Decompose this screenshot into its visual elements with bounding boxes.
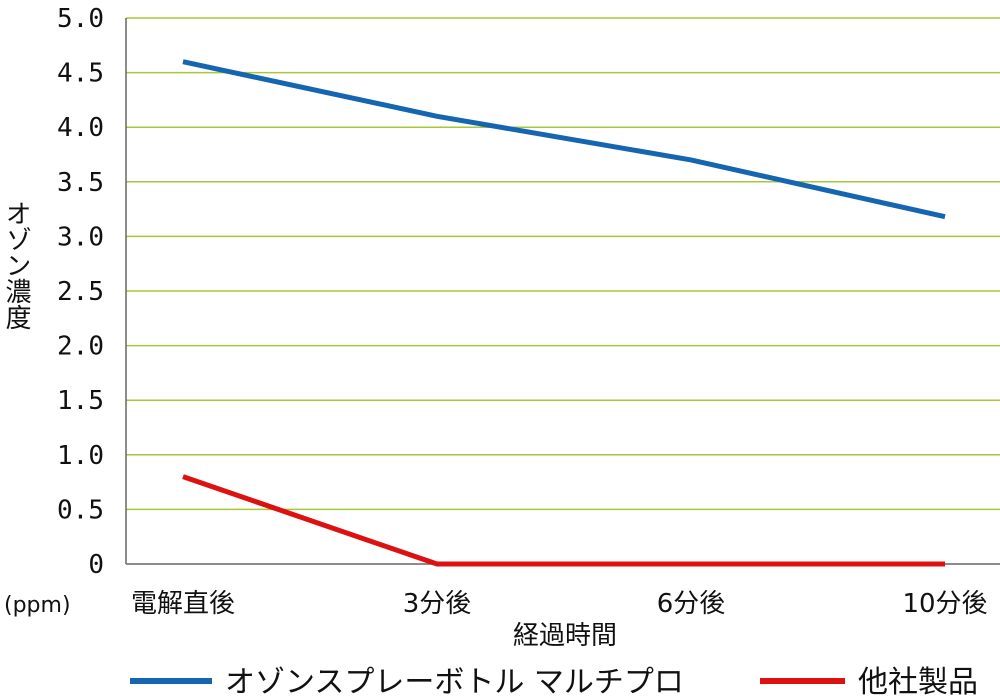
y-unit-label: (ppm) [4,593,71,618]
x-axis-title: 経過時間 [513,621,617,651]
y-tick-label: 3.5 [57,168,104,198]
y-tick-label: 0 [88,550,104,580]
y-tick-label: 0.5 [57,495,104,525]
grid-lines [126,17,1000,511]
legend-label-multipro: オゾンスプレーボトル マルチプロ [225,665,684,697]
x-category-label: 3分後 [403,589,472,619]
x-category-label: 6分後 [657,589,726,619]
y-tick-label: 5.0 [57,4,104,34]
legend-label-other: 他社製品 [858,665,978,697]
y-axis-title: オゾン濃度 [1,200,31,330]
x-category-label: 電解直後 [131,589,235,619]
x-category-label: 10分後 [902,589,987,619]
series-line-multipro [182,59,946,220]
series-lines [182,59,946,567]
y-tick-label: 1.5 [57,386,104,416]
y-tick-label: 4.5 [57,59,104,89]
series-line-other [182,474,945,567]
y-tick-label: 4.0 [57,113,104,143]
y-tick-labels: 0 0.5 1.0 1.5 2.0 2.5 3.0 3.5 4.0 4.5 5.0 [57,4,104,580]
y-tick-label: 2.5 [57,277,104,307]
x-category-labels: 電解直後 3分後 6分後 10分後 [131,589,988,619]
y-tick-label: 3.0 [57,222,104,252]
y-tick-label: 1.0 [57,441,104,471]
legend: オゾンスプレーボトル マルチプロ 他社製品 [130,665,978,697]
y-tick-label: 2.0 [57,332,104,362]
